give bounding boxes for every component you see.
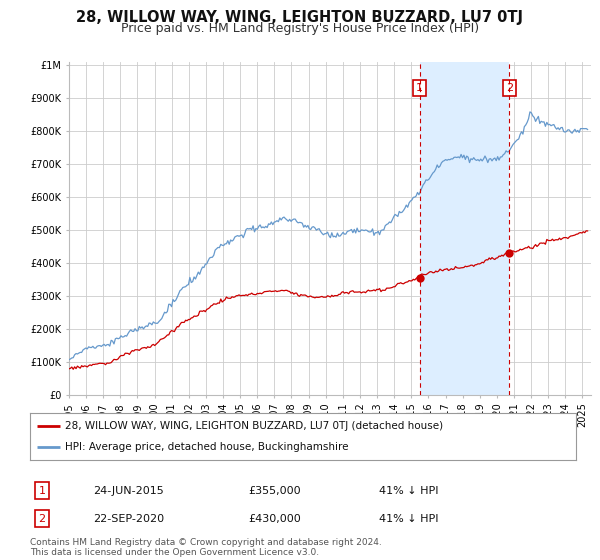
Text: 28, WILLOW WAY, WING, LEIGHTON BUZZARD, LU7 0TJ: 28, WILLOW WAY, WING, LEIGHTON BUZZARD, …	[77, 10, 523, 25]
Text: £430,000: £430,000	[248, 514, 301, 524]
Text: 41% ↓ HPI: 41% ↓ HPI	[379, 514, 439, 524]
Text: 41% ↓ HPI: 41% ↓ HPI	[379, 486, 439, 496]
Bar	[419, 62, 509, 395]
Text: Price paid vs. HM Land Registry's House Price Index (HPI): Price paid vs. HM Land Registry's House …	[121, 22, 479, 35]
Text: 1: 1	[38, 486, 46, 496]
Text: 1: 1	[416, 83, 423, 93]
Text: 28, WILLOW WAY, WING, LEIGHTON BUZZARD, LU7 0TJ (detached house): 28, WILLOW WAY, WING, LEIGHTON BUZZARD, …	[65, 421, 443, 431]
Text: HPI: Average price, detached house, Buckinghamshire: HPI: Average price, detached house, Buck…	[65, 442, 349, 452]
Text: 2: 2	[38, 514, 46, 524]
Text: 22-SEP-2020: 22-SEP-2020	[93, 514, 164, 524]
Text: Contains HM Land Registry data © Crown copyright and database right 2024.
This d: Contains HM Land Registry data © Crown c…	[30, 538, 382, 557]
Text: 2: 2	[506, 83, 513, 93]
Text: 24-JUN-2015: 24-JUN-2015	[93, 486, 164, 496]
Text: £355,000: £355,000	[248, 486, 301, 496]
